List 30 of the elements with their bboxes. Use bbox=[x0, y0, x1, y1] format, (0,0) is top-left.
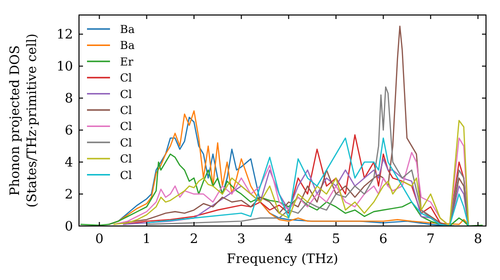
line-series bbox=[80, 153, 484, 226]
y-tick-label: 4 bbox=[64, 156, 73, 171]
y-tick-label: 6 bbox=[64, 124, 73, 139]
y-tick-label: 12 bbox=[56, 28, 73, 43]
x-axis-title: Frequency (THz) bbox=[226, 252, 338, 267]
legend-label: Cl bbox=[120, 104, 132, 117]
x-tick-label: 1 bbox=[142, 232, 151, 247]
x-tick-label: 7 bbox=[426, 232, 435, 247]
x-tick-label: 4 bbox=[284, 232, 293, 247]
legend-label: Cl bbox=[120, 72, 132, 85]
x-tick-label: 0 bbox=[95, 232, 104, 247]
x-tick-label: 6 bbox=[379, 232, 388, 247]
x-tick-label: 3 bbox=[237, 232, 246, 247]
legend-label: Ba bbox=[120, 23, 136, 36]
y-tick-label: 0 bbox=[64, 220, 73, 234]
y-tick-label: 2 bbox=[64, 188, 73, 203]
legend-label: Cl bbox=[120, 120, 132, 134]
legend-label: Cl bbox=[120, 136, 132, 150]
y-tick-label: 10 bbox=[56, 60, 73, 75]
legend-label: Er bbox=[120, 55, 134, 68]
y-axis-title: Phonon projected DOS (States/THz·primitive cell) bbox=[8, 33, 40, 208]
legend-label: Cl bbox=[120, 88, 132, 101]
legend-label: Cl bbox=[120, 168, 132, 182]
line-series bbox=[146, 86, 470, 226]
x-tick-label: 5 bbox=[332, 232, 340, 247]
x-tick-label: 8 bbox=[474, 232, 482, 247]
x-tick-label: 2 bbox=[190, 232, 198, 247]
legend-label: Cl bbox=[120, 152, 132, 166]
y-tick-label: 8 bbox=[64, 92, 73, 107]
legend-label: Ba bbox=[120, 39, 136, 52]
